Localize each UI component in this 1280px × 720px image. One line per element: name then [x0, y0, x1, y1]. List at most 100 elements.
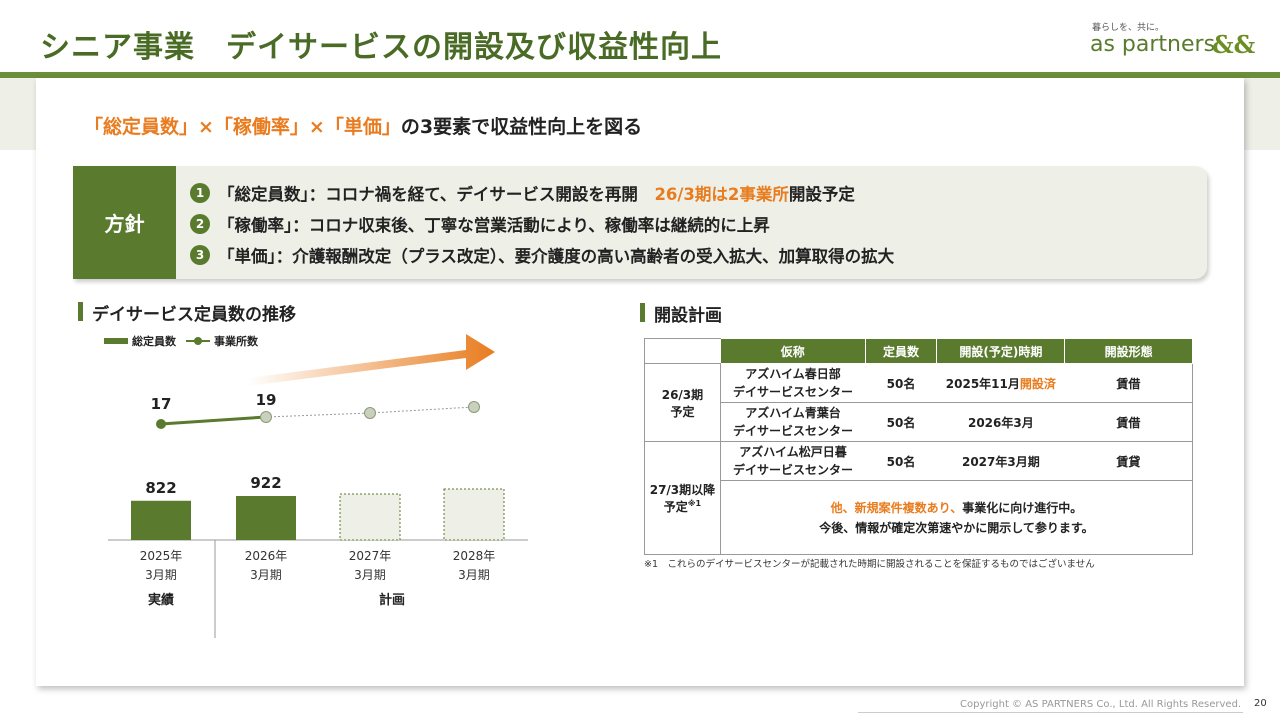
x-tick-label: 2027年: [349, 549, 392, 563]
logo-mark: &&: [1212, 30, 1256, 59]
footer-divider: [858, 712, 1243, 713]
office-point: [156, 419, 166, 429]
group-label-line: 予定: [670, 404, 695, 419]
capacity-cell: 50名: [865, 402, 937, 442]
policy-item-1: 1 「総定員数」：コロナ禍を経て、デイサービス開設を再開 26/3期は2事業所開…: [190, 181, 855, 205]
office-point-planned: [468, 401, 480, 413]
table-header-row: 仮称 定員数 開設(予定)時期 開設形態: [644, 338, 1193, 364]
facility-name-line: アズハイム青葉台: [745, 406, 841, 420]
office-point: [260, 411, 272, 423]
form-cell: 賃借: [1064, 363, 1193, 403]
page-number: 20: [1254, 698, 1267, 709]
policy-text-after: 開設予定: [788, 185, 855, 204]
legend-bar-label: 総定員数: [132, 335, 176, 348]
period-value: 2025年11月: [945, 376, 1020, 391]
plan-label: 計画: [379, 592, 405, 608]
footnote-mark: ※1: [687, 499, 702, 508]
x-tick-label: 2026年: [245, 549, 288, 563]
x-tick-label: 3月期: [458, 568, 490, 582]
header-divider: [0, 72, 1280, 78]
period-cell: 2026年3月: [936, 402, 1065, 442]
capacity-cell: 50名: [865, 441, 937, 481]
subtitle-rest: の3要素で収益性向上を図る: [400, 116, 643, 138]
capacity-cell: 50名: [865, 363, 937, 403]
bar-planned: [443, 488, 505, 541]
policy-text: 「単価」：介護報酬改定（プラス改定）、要介護度の高い高齢者の受入拡大、加算取得の…: [218, 247, 895, 266]
office-value-label: 17: [151, 395, 172, 413]
facility-name-line: デイサービスセンター: [732, 424, 853, 438]
period-cell: 2025年11月開設済: [936, 363, 1065, 403]
x-tick-label: 3月期: [145, 568, 177, 582]
column-header: 開設形態: [1064, 338, 1193, 364]
bar-value-label: 822: [145, 479, 176, 497]
message-text: 事業化に向け進行中。: [962, 500, 1083, 515]
plan-heading: 開設計画: [640, 301, 722, 326]
bar: [236, 496, 296, 540]
office-value-label: 19: [256, 391, 277, 409]
office-line-actual: [160, 415, 267, 426]
policy-item-2: 2 「稼働率」：コロナ収束後、丁寧な営業活動により、稼働率は継続的に上昇: [190, 212, 770, 236]
number-1-icon: 1: [190, 183, 210, 203]
group-label-line: 27/3期以降: [649, 483, 716, 497]
logo-tagline: 暮らしを、共に。: [1092, 23, 1165, 33]
policy-box: [73, 166, 1207, 279]
column-header: 開設(予定)時期: [936, 338, 1066, 364]
policy-highlight: 26/3期は2事業所: [654, 185, 789, 204]
facility-name-line: デイサービスセンター: [732, 463, 853, 477]
footnote: ※1 これらのデイサービスセンターが記載された時期に開設されることを保証するもの…: [644, 559, 1095, 570]
group-label-line: 26/3期: [661, 387, 704, 402]
group-label-line: 予定※1: [647, 498, 718, 515]
policy-text: 「総定員数」：コロナ禍を経て、デイサービス開設を再開: [218, 185, 655, 204]
actual-label: 実績: [148, 592, 174, 608]
period-status: 開設済: [1019, 376, 1056, 391]
legend-bar-swatch: [104, 338, 128, 344]
facility-name: アズハイム青葉台 デイサービスセンター: [719, 402, 866, 442]
message-highlight: 他、新規案件複数あり、: [830, 500, 963, 515]
chart-heading: デイサービス定員数の推移: [78, 300, 296, 325]
chart-legend: 総定員数 事業所数: [104, 333, 258, 349]
table-row: 他、新規案件複数あり、事業化に向け進行中。 今後、情報が確定次第速やかに開示して…: [645, 480, 1194, 555]
logo: as partners: [1090, 32, 1216, 57]
subtitle: 「総定員数」×「稼働率」×「単価」の3要素で収益性向上を図る: [84, 112, 642, 139]
facility-name-line: アズハイム春日部: [745, 367, 841, 381]
group-label-26: 26/3期 予定: [644, 363, 721, 442]
policy-item-3: 3 「単価」：介護報酬改定（プラス改定）、要介護度の高い高齢者の受入拡大、加算取…: [190, 243, 894, 267]
growth-arrow: [248, 334, 495, 386]
subtitle-highlight: 「総定員数」×「稼働率」×「単価」: [84, 116, 401, 138]
policy-label: 方針: [73, 166, 176, 279]
form-cell: 賃貸: [1064, 441, 1193, 481]
facility-name: アズハイム春日部 デイサービスセンター: [719, 363, 866, 403]
column-header: 定員数: [864, 338, 938, 364]
bar: [131, 500, 191, 540]
x-tick-label: 2025年: [140, 549, 183, 563]
header: シニア事業 デイサービスの開設及び収益性向上 暮らしを、共に。 as partn…: [0, 0, 1280, 74]
opening-plan-table: 仮称 定員数 開設(予定)時期 開設形態 26/3期 予定 アズハイム春日部 デ…: [644, 338, 1194, 555]
bar-planned: [339, 493, 401, 541]
office-point-planned: [364, 407, 376, 419]
copyright: Copyright © AS PARTNERS Co., Ltd. All Ri…: [960, 699, 1242, 710]
group-label-27: 27/3期以降 予定※1: [644, 441, 721, 555]
x-tick-label: 3月期: [250, 568, 282, 582]
bar-value-label: 922: [250, 474, 281, 492]
number-3-icon: 3: [190, 245, 210, 265]
policy-text: 「稼働率」：コロナ収束後、丁寧な営業活動により、稼働率は継続的に上昇: [218, 216, 770, 235]
legend-line-label: 事業所数: [214, 335, 258, 348]
table-corner: [644, 338, 721, 364]
table-row: 27/3期以降 予定※1 アズハイム松戸日暮 デイサービスセンター 50名 20…: [644, 441, 1193, 555]
x-tick-label: 2028年: [453, 549, 496, 563]
facility-name-line: アズハイム松戸日暮: [739, 445, 847, 459]
column-header: 仮称: [719, 338, 866, 364]
table-row: 26/3期 予定 アズハイム春日部 デイサービスセンター 50名 2025年11…: [644, 363, 1193, 442]
pipeline-message: 他、新規案件複数あり、事業化に向け進行中。 今後、情報が確定次第速やかに開示して…: [719, 480, 1194, 555]
capacity-chart: 822 2025年 3月期 922 2026年 3月期 2027年 3月期 2028年 3月期 17…: [108, 334, 528, 638]
facility-name: アズハイム松戸日暮 デイサービスセンター: [719, 441, 866, 481]
table-row: アズハイム青葉台 デイサービスセンター 50名 2026年3月 賃借: [645, 402, 1193, 442]
message-line: 他、新規案件複数あり、事業化に向け進行中。: [723, 498, 1190, 518]
legend-line-swatch: [186, 337, 210, 345]
group-label-text: 予定: [663, 500, 688, 514]
period-cell: 2027年3月期: [936, 441, 1065, 481]
form-cell: 賃借: [1064, 402, 1193, 442]
page-title: シニア事業 デイサービスの開設及び収益性向上: [40, 30, 722, 65]
number-2-icon: 2: [190, 214, 210, 234]
message-line: 今後、情報が確定次第速やかに開示して参ります。: [819, 520, 1094, 535]
